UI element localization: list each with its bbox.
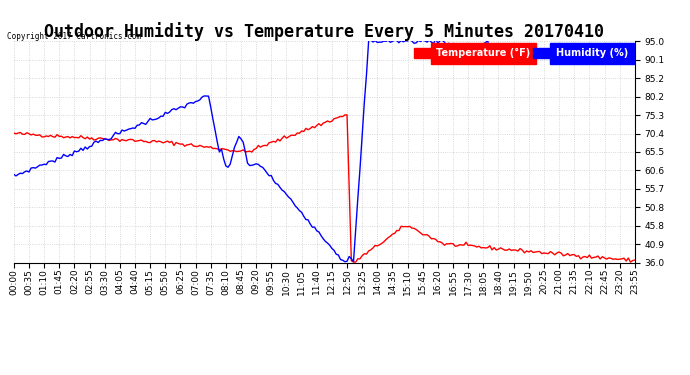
Title: Outdoor Humidity vs Temperature Every 5 Minutes 20170410: Outdoor Humidity vs Temperature Every 5 … (44, 22, 604, 41)
Legend: Temperature (°F), Humidity (%): Temperature (°F), Humidity (%) (412, 46, 630, 60)
Text: Copyright 2017 Cartronics.com: Copyright 2017 Cartronics.com (7, 32, 141, 41)
